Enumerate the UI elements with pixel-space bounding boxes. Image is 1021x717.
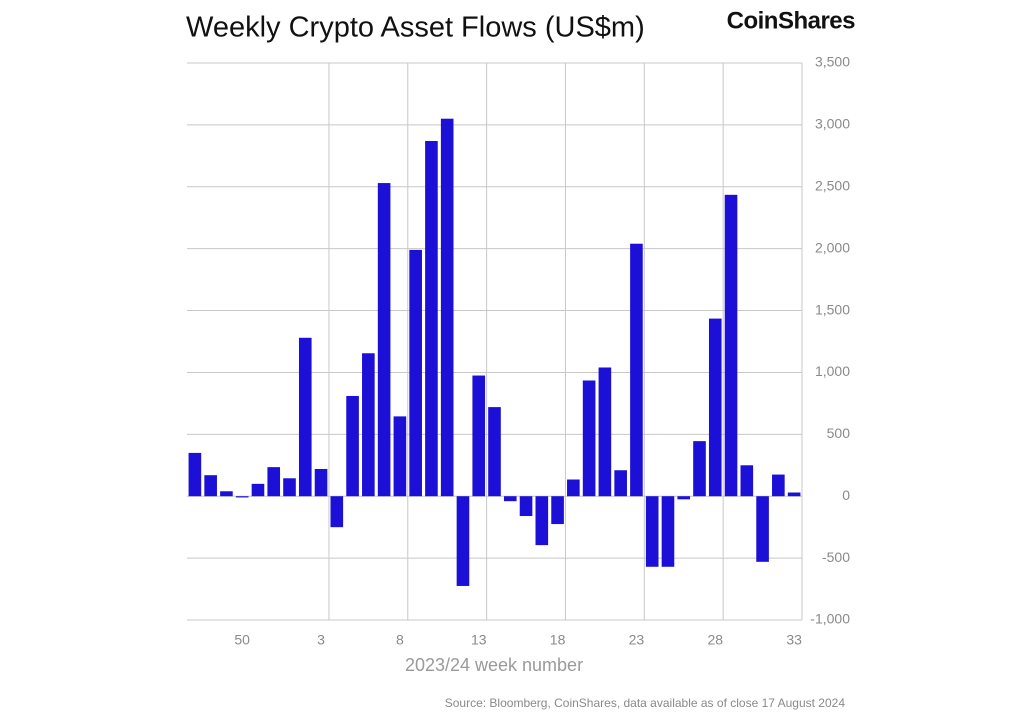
brand-logo: CoinShares [727, 7, 856, 34]
bar [630, 243, 643, 497]
bar [582, 380, 596, 497]
bar [645, 496, 659, 567]
y-tick-label: 500 [827, 425, 851, 441]
bar [772, 474, 785, 497]
y-tick-label: -1,000 [810, 611, 850, 627]
bar [551, 496, 564, 525]
bar [456, 496, 470, 586]
bar [267, 467, 281, 497]
bar [425, 140, 438, 497]
x-tick-label: 18 [550, 632, 566, 648]
bar [472, 375, 486, 497]
y-tick-label: -500 [822, 549, 850, 565]
y-tick-label: 1,000 [815, 363, 850, 379]
bar [598, 367, 612, 497]
bar [235, 496, 249, 498]
source-note: Source: Bloomberg, CoinShares, data avai… [445, 696, 846, 710]
bar [330, 496, 344, 528]
bar [708, 318, 722, 497]
bar [488, 407, 501, 497]
x-tick-label: 50 [234, 632, 250, 648]
x-tick-label: 3 [317, 632, 325, 648]
bar [740, 465, 754, 497]
y-tick-label: 3,000 [815, 116, 850, 132]
bar [535, 496, 549, 546]
x-tick-label: 23 [629, 632, 645, 648]
bar [298, 337, 312, 497]
x-tick-label: 8 [396, 632, 404, 648]
bar [519, 496, 533, 517]
bar [661, 496, 675, 567]
bar [503, 496, 517, 502]
bar [393, 416, 407, 497]
bar [567, 479, 580, 497]
x-tick-label: 33 [786, 632, 802, 648]
bar [693, 441, 706, 497]
bar [614, 470, 627, 497]
y-tick-label: 2,000 [815, 239, 850, 255]
y-tick-label: 0 [842, 487, 850, 503]
bar [220, 491, 233, 497]
bar [724, 194, 738, 497]
bar [314, 468, 328, 497]
bar [440, 118, 454, 497]
x-axis-label: 2023/24 week number [405, 655, 583, 675]
x-tick-label: 28 [707, 632, 723, 648]
bar [283, 478, 296, 497]
bar [346, 395, 359, 497]
bar [188, 452, 202, 497]
y-tick-label: 2,500 [815, 177, 850, 193]
bar [377, 183, 391, 497]
bar [756, 496, 769, 562]
x-tick-label: 13 [471, 632, 487, 648]
bar [787, 492, 801, 497]
chart-title: Weekly Crypto Asset Flows (US$m) [186, 12, 645, 44]
bar [251, 483, 265, 497]
bar [409, 249, 422, 497]
bar [362, 353, 375, 497]
bar [677, 496, 691, 500]
y-tick-label: 3,500 [815, 54, 850, 70]
y-tick-label: 1,500 [815, 301, 850, 317]
bar [204, 475, 217, 497]
